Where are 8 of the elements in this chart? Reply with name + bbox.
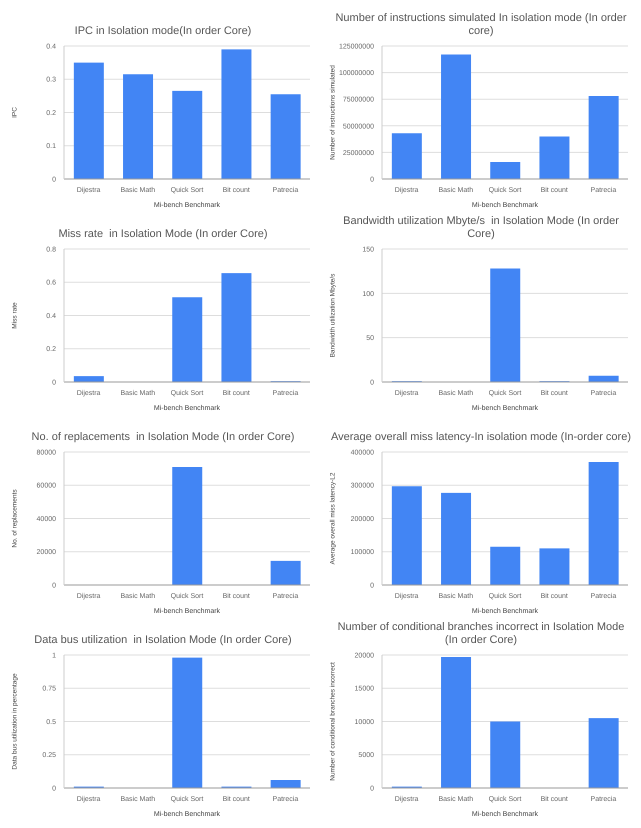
- chart-title: Miss rate in Isolation Mode (In order Core): [57, 227, 269, 241]
- chart-title: Average overall miss latency-In isolation mode (In-order core): [330, 430, 632, 444]
- chart-title: IPC in Isolation mode(In order Core): [74, 24, 252, 38]
- chart-title: Number of instructions simulated In isolation mode (In order core): [334, 11, 628, 38]
- chart-title: Bandwidth utilization Mbyte/s in Isolation Mode (In order Core): [342, 214, 620, 241]
- chart-title: Data bus utilization in Isolation Mode (In order Core): [33, 633, 293, 647]
- chart-title: No. of replacements in Isolation Mode (In order Core): [30, 430, 296, 444]
- chart-title: Number of conditional branches incorrect in Isolation Mode (In order Core): [336, 620, 626, 647]
